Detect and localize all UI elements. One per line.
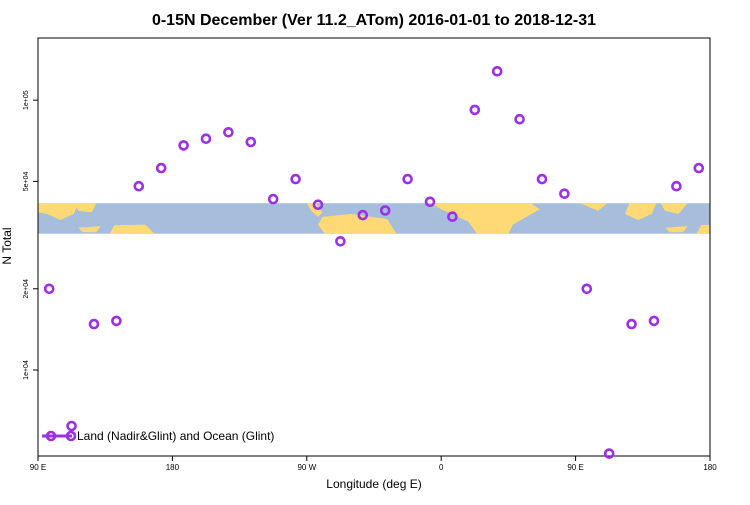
data-point [335, 236, 346, 247]
legend-marker [65, 430, 77, 442]
landmass [78, 226, 101, 233]
data-point [559, 188, 570, 199]
data-point [424, 196, 436, 208]
data-point [43, 283, 55, 295]
map-band [38, 203, 710, 234]
x-tick-label: 90 W [297, 463, 316, 472]
legend-label: Land (Nadir&Glint) and Ocean (Glint) [77, 429, 274, 443]
data-point [312, 199, 324, 210]
data-point [491, 66, 503, 77]
landmass [696, 224, 710, 234]
data-point [111, 315, 122, 327]
y-axis-label: N Total [0, 227, 14, 264]
y-tick-label: 2e+04 [23, 279, 30, 299]
y-axis: 1e+04 2e+04 5e+04 1e+05 [23, 90, 38, 380]
data-point [447, 211, 458, 222]
data-point [245, 136, 257, 148]
x-tick-label: 180 [166, 463, 180, 472]
data-point [178, 140, 189, 151]
data-point [379, 205, 391, 216]
data-point [469, 104, 481, 116]
x-tick-label: 0 [439, 463, 444, 472]
data-point [267, 193, 279, 205]
data-point [514, 113, 525, 125]
x-axis: 90 E 180 90 W 0 90 E 180 [30, 456, 717, 472]
y-tick-label: 1e+04 [23, 360, 30, 380]
legend-marker [45, 430, 57, 442]
data-point [603, 448, 615, 459]
landmass [624, 203, 657, 220]
data-point [66, 420, 77, 432]
data-point [200, 133, 212, 144]
data-point [290, 173, 301, 185]
landmass [665, 226, 688, 233]
x-tick-label: 180 [703, 463, 717, 472]
plot-frame [37, 37, 711, 457]
landmass [38, 203, 79, 220]
x-tick-label: 90 E [567, 463, 583, 472]
y-tick-label: 1e+05 [23, 90, 30, 110]
data-point [357, 209, 369, 221]
chart-title: 0-15N December (Ver 11.2_ATom) 2016-01-0… [152, 12, 596, 29]
x-tick-label: 90 E [30, 463, 46, 472]
data-point [581, 283, 593, 295]
data-point [536, 173, 548, 185]
data-point [693, 162, 705, 174]
landmass [73, 203, 97, 213]
landmass [430, 203, 540, 234]
data-point [402, 173, 413, 185]
data-point [648, 315, 660, 327]
landmass [109, 224, 155, 234]
data-point [671, 180, 682, 192]
landmass [580, 203, 607, 211]
data-point [155, 162, 167, 174]
landmass [306, 203, 323, 217]
x-axis-label: Longitude (deg E) [326, 477, 421, 491]
landmass [318, 213, 397, 234]
data-point [223, 127, 234, 138]
data-points [43, 66, 705, 459]
data-point [133, 180, 145, 192]
y-tick-label: 5e+04 [23, 171, 30, 191]
data-point [88, 318, 100, 330]
landmass [660, 203, 688, 214]
data-point [626, 318, 637, 330]
legend: Land (Nadir&Glint) and Ocean (Glint) [42, 429, 274, 443]
